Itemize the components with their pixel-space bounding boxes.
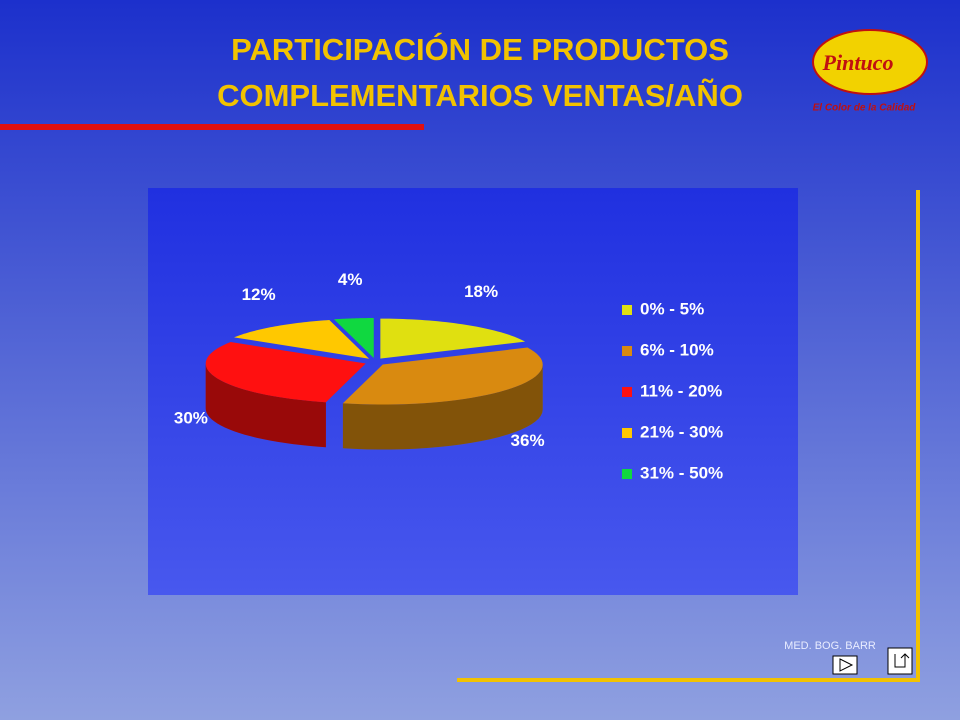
- nav-icon: [839, 658, 854, 672]
- nav-button[interactable]: [887, 647, 913, 675]
- logo-tagline: El Color de la Calidad: [813, 103, 917, 114]
- slice-side: [342, 364, 543, 450]
- legend-label: 11% - 20%: [640, 381, 722, 400]
- data-label: 36%: [511, 431, 545, 450]
- title-line: PARTICIPACIÓN DE PRODUCTOS: [231, 31, 729, 67]
- title-line: COMPLEMENTARIOS VENTAS/AÑO: [217, 78, 743, 113]
- data-label: 30%: [174, 409, 208, 428]
- slice-shade: [205, 363, 326, 448]
- slice: [234, 320, 370, 359]
- data-label: 4%: [338, 270, 363, 289]
- legend-label: 21% - 30%: [640, 422, 723, 441]
- nav-button[interactable]: [832, 655, 858, 675]
- logo-brand: Pintuco: [822, 50, 894, 75]
- nav-icon: [894, 653, 910, 668]
- data-label: 18%: [464, 282, 498, 301]
- legend-label: 31% - 50%: [640, 463, 723, 482]
- slice-shade: [342, 364, 543, 450]
- slice: [380, 318, 526, 359]
- legend-swatch: [622, 305, 632, 315]
- legend-swatch: [622, 387, 632, 397]
- accent-line: [0, 124, 424, 130]
- legend-label: 0% - 5%: [640, 299, 704, 318]
- slice: [342, 347, 543, 405]
- logo-badge: [812, 29, 928, 95]
- slice: [205, 342, 366, 403]
- footer-text: MED. BOG. BARR: [784, 640, 876, 652]
- data-label: 12%: [242, 285, 276, 304]
- frame-line: [916, 190, 920, 682]
- frame-line: [457, 678, 920, 682]
- legend-label: 6% - 10%: [640, 340, 714, 359]
- legend-swatch: [622, 428, 632, 438]
- slice-side: [205, 363, 326, 448]
- legend-swatch: [622, 469, 632, 479]
- slice: [333, 318, 374, 359]
- legend-swatch: [622, 346, 632, 356]
- pie-chart: 18% 36% 30% 12% 4% 0% - 5% 6% - 10% 11% - 20% 21…: [174, 270, 723, 482]
